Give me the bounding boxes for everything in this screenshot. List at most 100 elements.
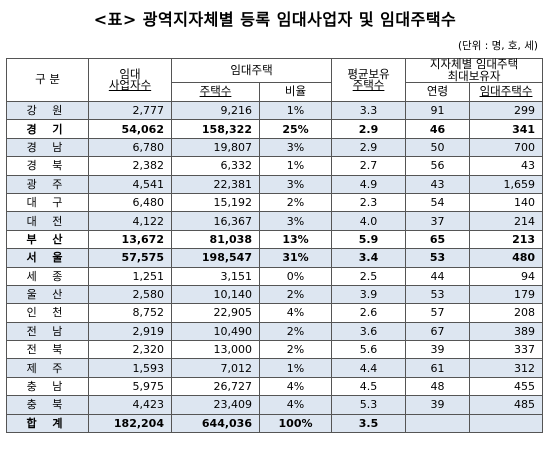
cell-houses: 22,905 bbox=[171, 303, 260, 323]
table-row: 경 남 6,780 19,807 3% 2.9 50 700 bbox=[6, 137, 544, 158]
header-housing: 임대주택 bbox=[170, 58, 333, 83]
cell-region: 경 남 bbox=[6, 137, 89, 158]
cell-operators: 2,777 bbox=[88, 100, 172, 121]
total-cell-houses: 644,036 bbox=[171, 413, 260, 434]
cell-houses: 7,012 bbox=[171, 358, 260, 378]
cell-ratio: 2% bbox=[258, 321, 333, 342]
cell-operators: 1,251 bbox=[88, 266, 172, 286]
cell-top: 208 bbox=[469, 303, 544, 323]
cell-age: 65 bbox=[405, 229, 471, 250]
cell-avg: 2.9 bbox=[331, 137, 407, 158]
cell-houses: 15,192 bbox=[171, 192, 260, 213]
cell-houses: 10,140 bbox=[171, 284, 260, 305]
cell-region: 광 주 bbox=[6, 174, 89, 194]
cell-operators: 6,780 bbox=[88, 137, 172, 158]
cell-age: 39 bbox=[405, 340, 471, 360]
cell-ratio: 13% bbox=[258, 229, 333, 250]
header-ratio: 비율 bbox=[258, 82, 333, 102]
cell-avg: 4.5 bbox=[331, 376, 407, 397]
cell-top: 312 bbox=[469, 358, 544, 378]
cell-age: 46 bbox=[405, 119, 471, 139]
cell-houses: 6,332 bbox=[171, 156, 260, 176]
cell-region: 전 남 bbox=[6, 321, 89, 342]
cell-age: 48 bbox=[405, 376, 471, 397]
cell-region: 부 산 bbox=[6, 229, 89, 250]
cell-avg: 5.3 bbox=[331, 395, 407, 415]
cell-ratio: 1% bbox=[258, 100, 333, 121]
cell-region: 서 울 bbox=[6, 248, 89, 268]
cell-operators: 4,122 bbox=[88, 211, 172, 231]
cell-ratio: 2% bbox=[258, 192, 333, 213]
cell-operators: 4,423 bbox=[88, 395, 172, 415]
table-row: 인 천 8,752 22,905 4% 2.6 57 208 bbox=[6, 303, 544, 323]
cell-ratio: 3% bbox=[258, 137, 333, 158]
cell-top: 214 bbox=[469, 211, 544, 231]
cell-top: 94 bbox=[469, 266, 544, 286]
cell-age: 39 bbox=[405, 395, 471, 415]
header-operators: 임대 사업자수 bbox=[88, 58, 172, 102]
cell-ratio: 31% bbox=[258, 248, 333, 268]
cell-region: 대 전 bbox=[6, 211, 89, 231]
cell-avg: 4.0 bbox=[331, 211, 407, 231]
cell-region: 울 산 bbox=[6, 284, 89, 305]
cell-ratio: 4% bbox=[258, 376, 333, 397]
header-top-holder: 지자체별 임대주택 최대보유자 bbox=[405, 58, 544, 83]
cell-avg: 2.5 bbox=[331, 266, 407, 286]
table-row: 제 주 1,593 7,012 1% 4.4 61 312 bbox=[6, 358, 544, 378]
header-age: 연령 bbox=[405, 82, 471, 102]
table-row: 울 산 2,580 10,140 2% 3.9 53 179 bbox=[6, 284, 544, 305]
cell-houses: 23,409 bbox=[171, 395, 260, 415]
cell-age: 50 bbox=[405, 137, 471, 158]
cell-ratio: 0% bbox=[258, 266, 333, 286]
cell-top: 213 bbox=[469, 229, 544, 250]
table-row: 대 구 6,480 15,192 2% 2.3 54 140 bbox=[6, 192, 544, 213]
cell-top: 455 bbox=[469, 376, 544, 397]
cell-houses: 22,381 bbox=[171, 174, 260, 194]
data-table: 구 분 임대 사업자수 임대주택 평균보유 주택수 지자체별 임대주택 최대보유자 주… bbox=[6, 58, 544, 434]
header-top-count: 임대주택수 bbox=[469, 82, 544, 102]
cell-avg: 3.4 bbox=[331, 248, 407, 268]
cell-ratio: 25% bbox=[258, 119, 333, 139]
table-row: 서 울 57,575 198,547 31% 3.4 53 480 bbox=[6, 248, 544, 268]
cell-operators: 57,575 bbox=[88, 248, 172, 268]
cell-top: 700 bbox=[469, 137, 544, 158]
cell-houses: 16,367 bbox=[171, 211, 260, 231]
cell-operators: 1,593 bbox=[88, 358, 172, 378]
table-row: 경 북 2,382 6,332 1% 2.7 56 43 bbox=[6, 156, 544, 176]
cell-ratio: 1% bbox=[258, 156, 333, 176]
cell-houses: 10,490 bbox=[171, 321, 260, 342]
cell-houses: 198,547 bbox=[171, 248, 260, 268]
cell-avg: 2.6 bbox=[331, 303, 407, 323]
table-row: 경 기 54,062 158,322 25% 2.9 46 341 bbox=[6, 119, 544, 139]
cell-avg: 4.4 bbox=[331, 358, 407, 378]
cell-operators: 4,541 bbox=[88, 174, 172, 194]
table-row: 강 원 2,777 9,216 1% 3.3 91 299 bbox=[6, 100, 544, 121]
cell-ratio: 2% bbox=[258, 340, 333, 360]
cell-age: 53 bbox=[405, 248, 471, 268]
cell-age: 61 bbox=[405, 358, 471, 378]
cell-top: 43 bbox=[469, 156, 544, 176]
cell-ratio: 4% bbox=[258, 395, 333, 415]
total-cell-ratio: 100% bbox=[258, 413, 333, 434]
total-cell-age bbox=[405, 413, 471, 434]
cell-top: 179 bbox=[469, 284, 544, 305]
cell-operators: 13,672 bbox=[88, 229, 172, 250]
cell-region: 경 기 bbox=[6, 119, 89, 139]
cell-houses: 13,000 bbox=[171, 340, 260, 360]
cell-top: 140 bbox=[469, 192, 544, 213]
table-row: 충 남 5,975 26,727 4% 4.5 48 455 bbox=[6, 376, 544, 397]
cell-top: 480 bbox=[469, 248, 544, 268]
cell-age: 56 bbox=[405, 156, 471, 176]
cell-top: 485 bbox=[469, 395, 544, 415]
cell-houses: 26,727 bbox=[171, 376, 260, 397]
cell-age: 43 bbox=[405, 174, 471, 194]
cell-region: 대 구 bbox=[6, 192, 89, 213]
table-row: 부 산 13,672 81,038 13% 5.9 65 213 bbox=[6, 229, 544, 250]
cell-top: 337 bbox=[469, 340, 544, 360]
cell-region: 제 주 bbox=[6, 358, 89, 378]
cell-age: 53 bbox=[405, 284, 471, 305]
cell-top: 389 bbox=[469, 321, 544, 342]
cell-avg: 2.9 bbox=[331, 119, 407, 139]
cell-region: 세 종 bbox=[6, 266, 89, 286]
cell-region: 전 북 bbox=[6, 340, 89, 360]
